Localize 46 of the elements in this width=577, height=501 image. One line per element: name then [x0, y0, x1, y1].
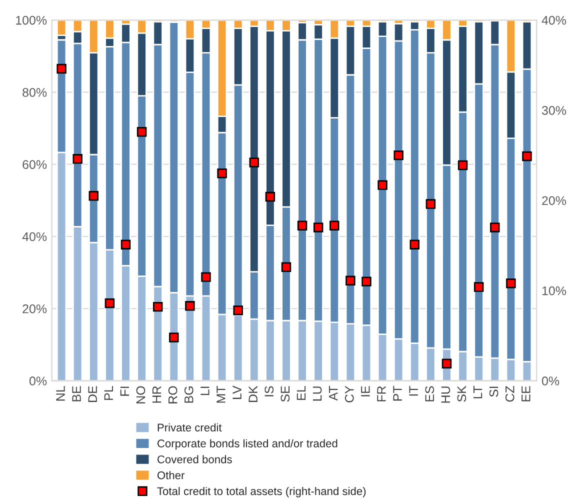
y2-tick-label: 20% [542, 196, 566, 206]
legend-label: Private credit [158, 423, 222, 432]
x-tick-label: LU [312, 386, 322, 401]
y-tick-label: 0% [29, 376, 47, 386]
y-tick-label: 80% [22, 88, 47, 97]
x-tick-label: BG [184, 386, 194, 403]
y-tick-label: 100% [16, 16, 47, 25]
y-tick-label: 40% [22, 232, 47, 242]
legend-label: Covered bonds [158, 455, 232, 464]
x-tick-label: AT [329, 386, 338, 401]
legend-label: Other [157, 471, 185, 480]
x-tick-label: IT [409, 386, 418, 396]
y-tick-label: 60% [22, 160, 47, 169]
x-tick-label: DE [88, 386, 97, 402]
x-tick-label: PL [104, 386, 113, 400]
x-tick-label: EE [522, 386, 530, 402]
y-tick-label: 20% [22, 304, 47, 314]
y2-tick-label: 30% [542, 106, 566, 115]
x-tick-label: FI [120, 386, 129, 396]
x-tick-label: FR [377, 386, 386, 402]
x-tick-label: DK [248, 386, 258, 402]
x-tick-label: SK [457, 386, 466, 402]
x-tick-label: IE [361, 386, 370, 396]
x-tick-label: HR [152, 386, 162, 403]
x-tick-label: NO [136, 386, 146, 404]
y2-tick-label: 40% [542, 16, 566, 25]
x-tick-label: IS [264, 386, 274, 396]
x-tick-label: BE [72, 386, 81, 402]
y2-tick-label: 10% [542, 286, 566, 296]
y2-tick-label: 0% [542, 376, 560, 386]
legend-label: Corporate bonds listed and/or traded [158, 439, 338, 450]
x-tick-label: CZ [505, 386, 514, 402]
x-tick-label: RO [168, 386, 178, 404]
x-tick-label: NL [56, 386, 65, 401]
x-tick-label: EL [296, 386, 306, 400]
x-tick-label: HU [441, 386, 450, 403]
x-tick-label: SI [489, 386, 498, 397]
x-tick-label: LV [232, 386, 242, 399]
x-tick-label: LT [473, 386, 482, 398]
x-tick-label: PT [393, 386, 402, 401]
x-tick-label: CY [344, 386, 354, 402]
legend-label: Total credit to total assets (right-hand side) [157, 486, 366, 498]
x-tick-label: LI [200, 386, 210, 396]
x-tick-label: SE [280, 386, 290, 402]
x-tick-label: MT [216, 386, 226, 403]
x-tick-label: ES [425, 386, 434, 402]
